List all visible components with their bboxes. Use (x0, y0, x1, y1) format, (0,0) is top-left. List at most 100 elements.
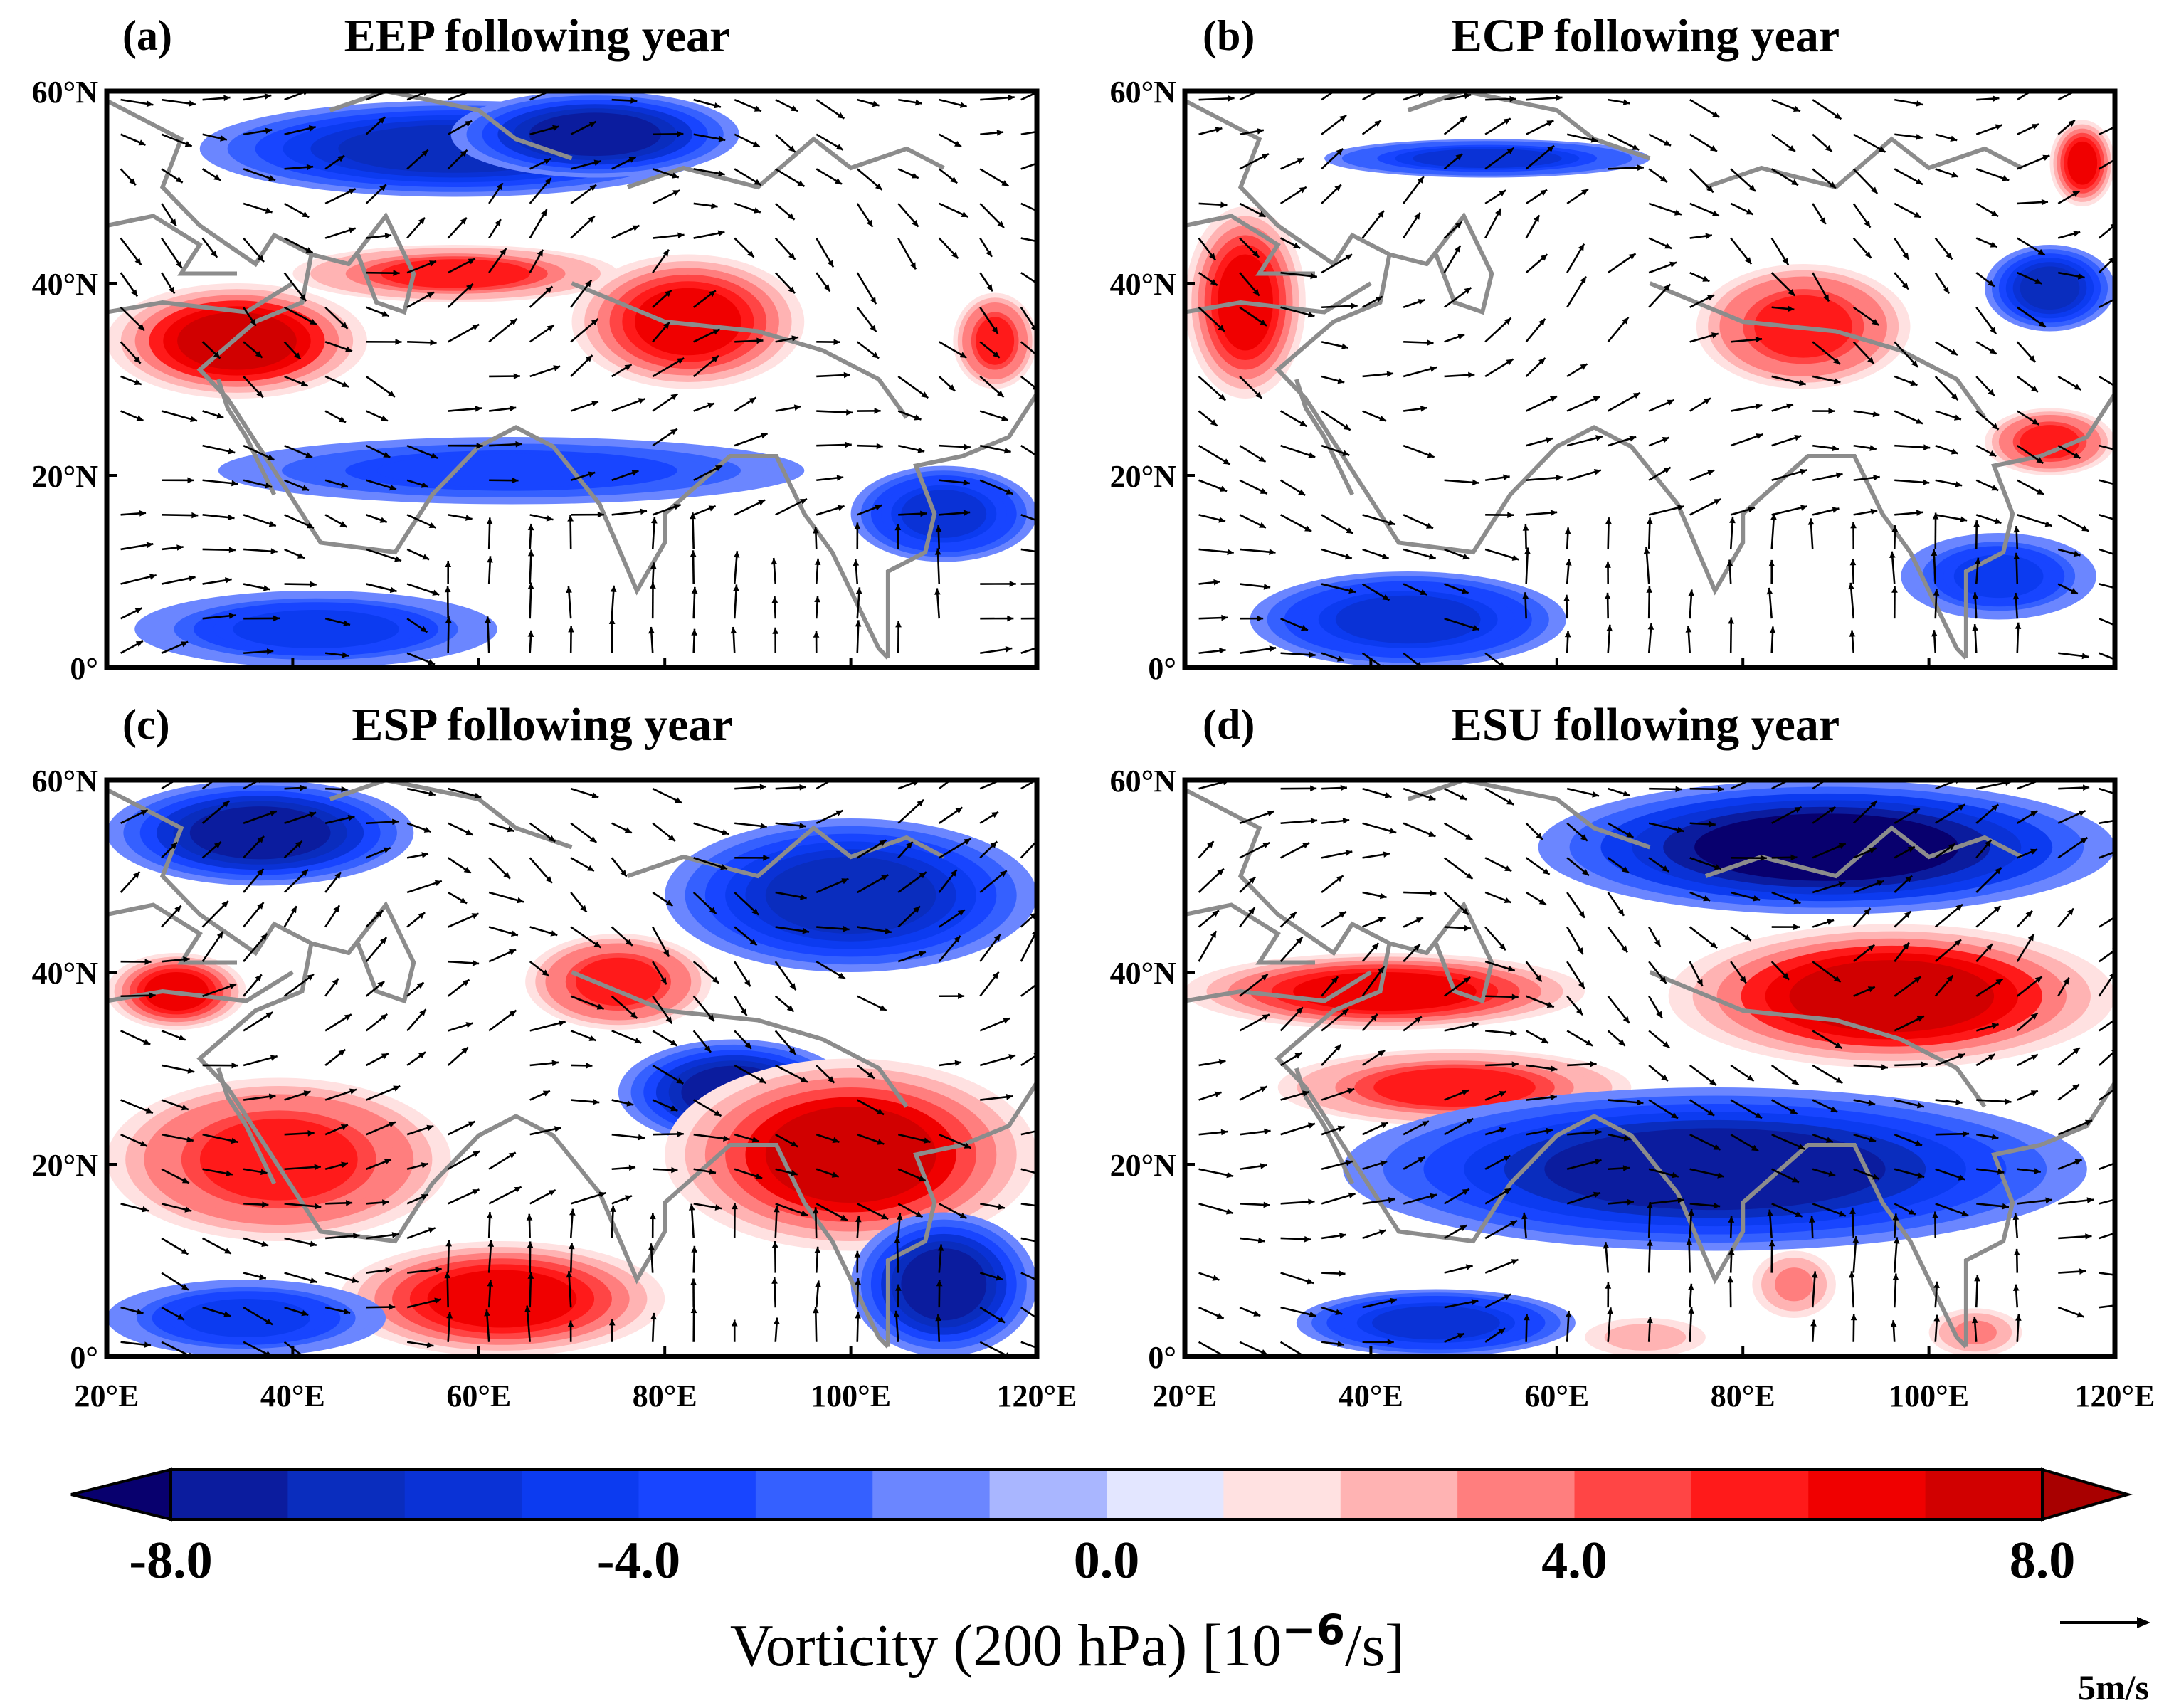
wind-vector-head (305, 452, 313, 458)
wind-vector-head (2083, 784, 2090, 791)
coastline (107, 214, 237, 276)
wind-vector-head (993, 351, 1000, 358)
wind-vector-head (591, 319, 598, 326)
wind-vector-head (1677, 1197, 1684, 1204)
vorticity-region-positive (1752, 1250, 1836, 1318)
wind-vector-head (668, 835, 675, 841)
wind-vector-head (1626, 831, 1634, 838)
wind-vector-head (749, 939, 757, 946)
wind-vector-head (992, 971, 999, 979)
wind-vector-head (789, 983, 796, 991)
wind-vector-head (1308, 1198, 1315, 1206)
wind-vector-head (546, 515, 554, 522)
wind-vector-head (954, 1060, 962, 1067)
wind-vector-head (1298, 489, 1306, 495)
wind-vector-head (1647, 1202, 1653, 1209)
wind-vector-head (542, 1090, 550, 1097)
wind-vector-head (382, 1199, 389, 1206)
wind-vector-head (434, 880, 442, 886)
y-tick-label: 20°N (1110, 1148, 1177, 1183)
wind-vector-head (142, 1206, 149, 1213)
wind-vector-head (1460, 116, 1467, 123)
wind-vector-head (720, 863, 728, 870)
wind-vector-head (1565, 559, 1572, 566)
wind-vector-head (1547, 145, 1554, 152)
wind-vector-head (389, 484, 396, 491)
wind-vector-head (1717, 1172, 1724, 1179)
wind-vector-head (1707, 295, 1714, 301)
wind-vector-head (788, 253, 796, 260)
wind-vector-head (1299, 186, 1307, 194)
wind-vector-head (1662, 437, 1669, 443)
wind-vector-head (1905, 875, 1912, 882)
wind-vector-head (139, 1141, 147, 1146)
wind-vector-head (345, 346, 352, 352)
wind-vector-head (2002, 175, 2010, 181)
wind-vector-head (837, 505, 845, 511)
wind-vector-head (1556, 474, 1563, 481)
y-tick-label: 40°N (32, 956, 99, 991)
wind-vector-head (444, 1272, 451, 1279)
wind-vector-head (509, 1010, 517, 1017)
wind-vector-head (310, 581, 317, 588)
wind-vector-head (800, 894, 807, 900)
wind-vector-head (231, 480, 238, 487)
wind-vector-head (1339, 912, 1346, 918)
wind-vector-head (853, 559, 860, 566)
wind-vector-head (1790, 1108, 1798, 1114)
colorbar-label: Vorticity (200 hPa) [10−6/s] (730, 1606, 1405, 1679)
wind-vector-head (1770, 513, 1777, 520)
wind-vector-head (1220, 1129, 1228, 1136)
wind-vector-head (630, 97, 638, 104)
wind-vector-head (1916, 100, 1923, 107)
vorticity-region-negative (1985, 245, 2115, 332)
wind-vector-head (547, 325, 554, 332)
wind-vector-head (2121, 152, 2128, 158)
wind-vector-head (1607, 1307, 1614, 1314)
wind-vector-head (2072, 1084, 2080, 1091)
wind-vector-head (445, 616, 452, 623)
wind-vector-head (1465, 873, 1473, 879)
wind-vector-head (315, 1203, 322, 1210)
x-tick-label: 40°E (260, 1378, 325, 1413)
wind-vector-head (134, 258, 142, 265)
wind-vector-head (423, 826, 431, 833)
wind-vector-head (1702, 275, 1710, 282)
wind-vector-head (1263, 584, 1271, 590)
wind-vector-head (1044, 549, 1051, 556)
wind-vector-head (1710, 145, 1717, 152)
wind-vector-head (295, 840, 302, 848)
vorticity-region-positive (107, 1077, 451, 1241)
wind-vector-head (1595, 435, 1603, 441)
wind-vector-head (1565, 1311, 1572, 1318)
wind-vector-head (2125, 816, 2132, 822)
wind-vector-head (593, 159, 601, 166)
wind-vector-head (216, 413, 224, 419)
wind-vector-head (1563, 594, 1570, 601)
wind-vector-head (1881, 1064, 1888, 1070)
wind-vector-head (1337, 1125, 1345, 1132)
wind-vector-head (1868, 1100, 1876, 1107)
y-tick-label: 60°N (1110, 764, 1177, 798)
wind-vector-head (431, 453, 438, 459)
wind-vector-head (378, 117, 386, 124)
wind-vector-head (2012, 1284, 2020, 1291)
wind-vector-head (1867, 944, 1875, 951)
wind-vector-head (923, 1137, 931, 1144)
wind-vector-head (306, 164, 314, 171)
panel-label: (d) (1203, 701, 1255, 748)
vorticity-level (233, 610, 399, 648)
wind-vector-head (1793, 898, 1801, 905)
wind-vector-head (814, 1246, 821, 1253)
wind-vector-head (1210, 931, 1217, 939)
wind-vector-head (1386, 371, 1394, 377)
wind-vector-head (1302, 843, 1310, 849)
wind-vector-head (460, 149, 468, 157)
wind-vector-head (1793, 105, 1800, 112)
wind-vector-head (2031, 385, 2038, 392)
wind-vector-head (1418, 1156, 1425, 1163)
wind-vector-head (1647, 1317, 1653, 1324)
wind-vector-head (1471, 1021, 1479, 1028)
wind-vector-head (1995, 979, 2003, 986)
wind-vector-head (471, 913, 479, 919)
